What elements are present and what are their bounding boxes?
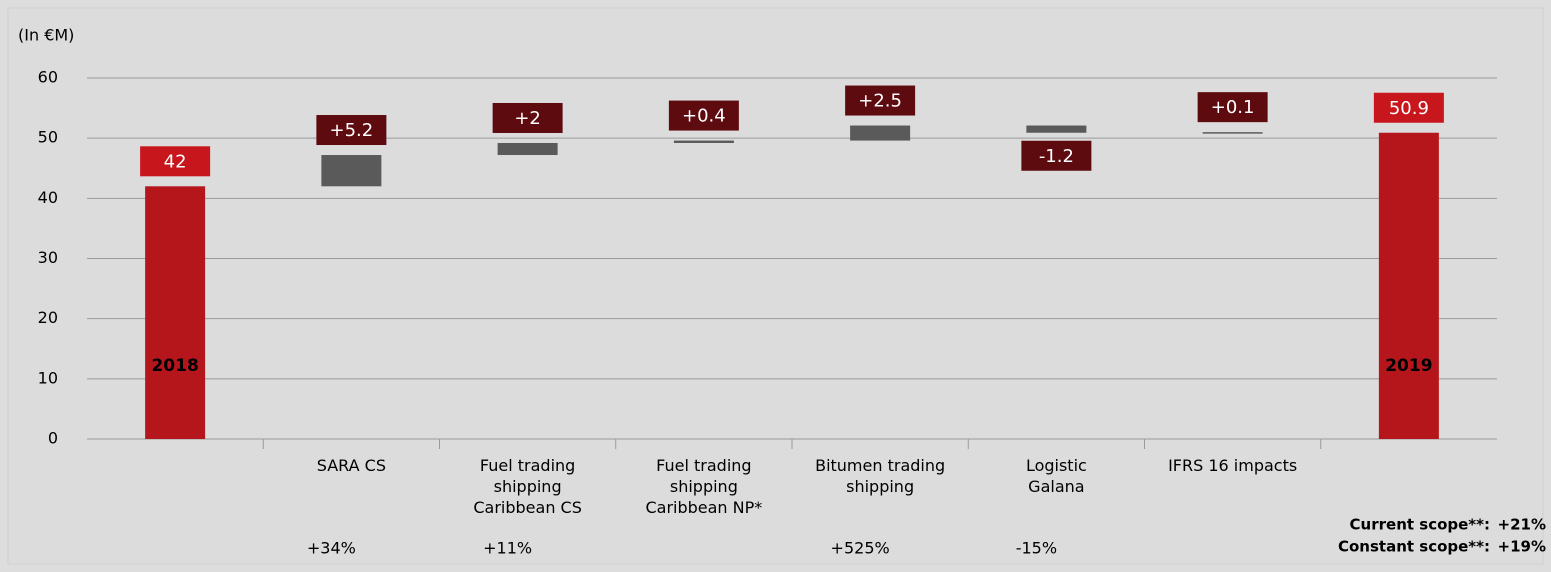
growth-label: +525% bbox=[831, 539, 890, 558]
value-label: -1.2 bbox=[1039, 146, 1074, 167]
axis-label: (In €M) bbox=[18, 26, 74, 45]
value-label: +2 bbox=[514, 108, 541, 129]
panel bbox=[7, 7, 1544, 565]
category-label: Logistic Galana bbox=[1026, 456, 1087, 496]
y-tick-label: 0 bbox=[48, 429, 58, 448]
value-label: 42 bbox=[164, 151, 187, 172]
value-label-box bbox=[1197, 92, 1268, 123]
delta-bar bbox=[1026, 125, 1087, 133]
growth-label: -15% bbox=[1016, 539, 1057, 558]
category-label: Fuel trading shipping Caribbean NP* bbox=[645, 456, 762, 517]
category-label: Fuel trading shipping Caribbean CS bbox=[473, 456, 582, 517]
value-label-box bbox=[1373, 92, 1444, 123]
value-label-box bbox=[140, 146, 211, 177]
category-label: Bitumen trading shipping bbox=[815, 456, 945, 496]
y-tick-label: 40 bbox=[38, 188, 58, 207]
growth-label: +11% bbox=[483, 539, 532, 558]
value-label: +2.5 bbox=[858, 91, 902, 112]
footnote-label: Current scope**: bbox=[1350, 516, 1490, 534]
value-label: +0.1 bbox=[1211, 97, 1255, 118]
y-tick-label: 30 bbox=[38, 248, 58, 267]
delta-bar bbox=[673, 140, 734, 143]
value-label-box bbox=[316, 115, 387, 146]
footnote-value: +19% bbox=[1498, 538, 1546, 556]
value-label-box bbox=[492, 102, 563, 133]
category-label: 2018 bbox=[151, 356, 198, 376]
category-label: SARA CS bbox=[317, 456, 386, 475]
delta-bar bbox=[1202, 132, 1263, 134]
value-label-box bbox=[1021, 140, 1092, 171]
value-label: +5.2 bbox=[330, 120, 374, 141]
value-label-box bbox=[845, 85, 916, 116]
y-tick-label: 60 bbox=[38, 68, 58, 87]
footnote-value: +21% bbox=[1498, 516, 1546, 534]
total-bar bbox=[1378, 132, 1439, 440]
y-tick-label: 50 bbox=[38, 128, 58, 147]
category-label: IFRS 16 impacts bbox=[1168, 456, 1297, 475]
delta-bar bbox=[850, 125, 911, 141]
total-bar bbox=[145, 186, 206, 439]
y-tick-label: 20 bbox=[38, 308, 58, 327]
delta-bar bbox=[321, 155, 382, 187]
value-label: 50.9 bbox=[1389, 98, 1429, 119]
category-label: 2019 bbox=[1385, 356, 1432, 376]
value-label: +0.4 bbox=[682, 106, 726, 127]
footnote-label: Constant scope**: bbox=[1338, 538, 1490, 556]
delta-bar bbox=[497, 142, 558, 156]
y-tick-label: 10 bbox=[38, 368, 58, 387]
growth-label: +34% bbox=[307, 539, 356, 558]
value-label-box bbox=[668, 100, 739, 131]
